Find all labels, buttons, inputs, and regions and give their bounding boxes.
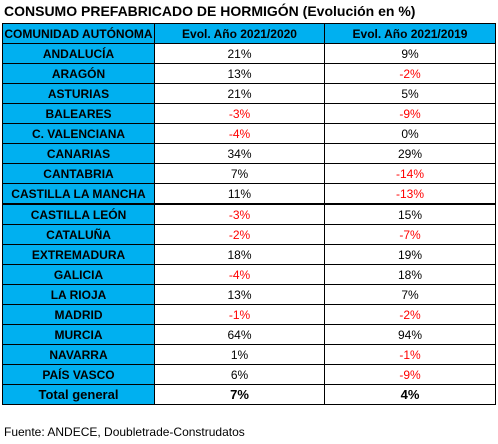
data-row: GALICIA -4% 18% [2,264,496,285]
region-cell: MURCIA [2,324,155,345]
value-cell: 7% [324,284,496,305]
total-row: Total general 7% 4% [2,384,496,405]
value-cell: -2% [154,224,325,245]
value-cell: -3% [154,203,325,225]
total-value: 7% [154,384,325,405]
data-row: CANARIAS 34% 29% [2,143,496,164]
data-row: C. VALENCIANA -4% 0% [2,123,496,144]
region-cell: EXTREMADURA [2,244,155,265]
value-cell: 7% [154,163,325,184]
value-cell: 11% [154,183,325,205]
data-row: CASTILLA LEÓN -3% 15% [2,203,496,225]
region-cell: ANDALUCÍA [2,43,155,64]
data-row: ANDALUCÍA 21% 9% [2,43,496,64]
value-cell: 94% [324,324,496,345]
value-cell: 0% [324,123,496,144]
value-cell: 21% [154,83,325,104]
region-cell: CASTILLA LEÓN [2,203,155,225]
data-row: MURCIA 64% 94% [2,324,496,345]
value-cell: -13% [324,183,496,205]
value-cell: -2% [324,304,496,325]
header-row: COMUNIDAD AUTÓNOMA Evol. Año 2021/2020 Evo… [2,23,496,44]
value-cell: -1% [154,304,325,325]
value-cell: 29% [324,143,496,164]
value-cell: -4% [154,123,325,144]
column-header: Evol. Año 2021/2019 [324,23,496,44]
source-note: Fuente: ANDECE, Doubletrade-Construdatos [4,425,245,439]
region-cell: GALICIA [2,264,155,285]
data-row: ASTURIAS 21% 5% [2,83,496,104]
region-cell: C. VALENCIANA [2,123,155,144]
region-cell: CATALUÑA [2,224,155,245]
value-cell: 9% [324,43,496,64]
region-cell: MADRID [2,304,155,325]
value-cell: 1% [154,344,325,365]
region-cell: CANTABRIA [2,163,155,184]
data-table: COMUNIDAD AUTÓNOMA Evol. Año 2021/2020 Evo… [2,23,496,405]
data-row: PAÍS VASCO 6% -9% [2,364,496,385]
data-row: LA RIOJA 13% 7% [2,284,496,305]
value-cell: 13% [154,63,325,84]
table-title: CONSUMO PREFABRICADO DE HORMIGÓN (Evoluc… [4,3,416,19]
column-header: COMUNIDAD AUTÓNOMA [2,23,155,44]
data-row: CASTILLA LA MANCHA 11% -13% [2,183,496,205]
data-row: MADRID -1% -2% [2,304,496,325]
value-cell: -3% [154,103,325,124]
region-cell: CANARIAS [2,143,155,164]
value-cell: -9% [324,103,496,124]
value-cell: 21% [154,43,325,64]
column-header: Evol. Año 2021/2020 [154,23,325,44]
data-row: BALEARES -3% -9% [2,103,496,124]
data-row: EXTREMADURA 18% 19% [2,244,496,265]
data-row: CATALUÑA -2% -7% [2,224,496,245]
value-cell: -7% [324,224,496,245]
region-cell: ARAGÓN [2,63,155,84]
value-cell: 15% [324,203,496,225]
data-row: CANTABRIA 7% -14% [2,163,496,184]
region-cell: PAÍS VASCO [2,364,155,385]
value-cell: -14% [324,163,496,184]
region-cell: ASTURIAS [2,83,155,104]
region-cell: NAVARRA [2,344,155,365]
value-cell: 5% [324,83,496,104]
value-cell: 19% [324,244,496,265]
data-row: ARAGÓN 13% -2% [2,63,496,84]
total-label: Total general [2,384,155,405]
value-cell: 18% [154,244,325,265]
region-cell: LA RIOJA [2,284,155,305]
value-cell: -2% [324,63,496,84]
value-cell: -4% [154,264,325,285]
region-cell: CASTILLA LA MANCHA [2,183,155,205]
value-cell: 13% [154,284,325,305]
value-cell: 6% [154,364,325,385]
region-cell: BALEARES [2,103,155,124]
value-cell: -9% [324,364,496,385]
value-cell: 34% [154,143,325,164]
value-cell: 64% [154,324,325,345]
value-cell: -1% [324,344,496,365]
value-cell: 18% [324,264,496,285]
data-row: NAVARRA 1% -1% [2,344,496,365]
total-value: 4% [324,384,496,405]
